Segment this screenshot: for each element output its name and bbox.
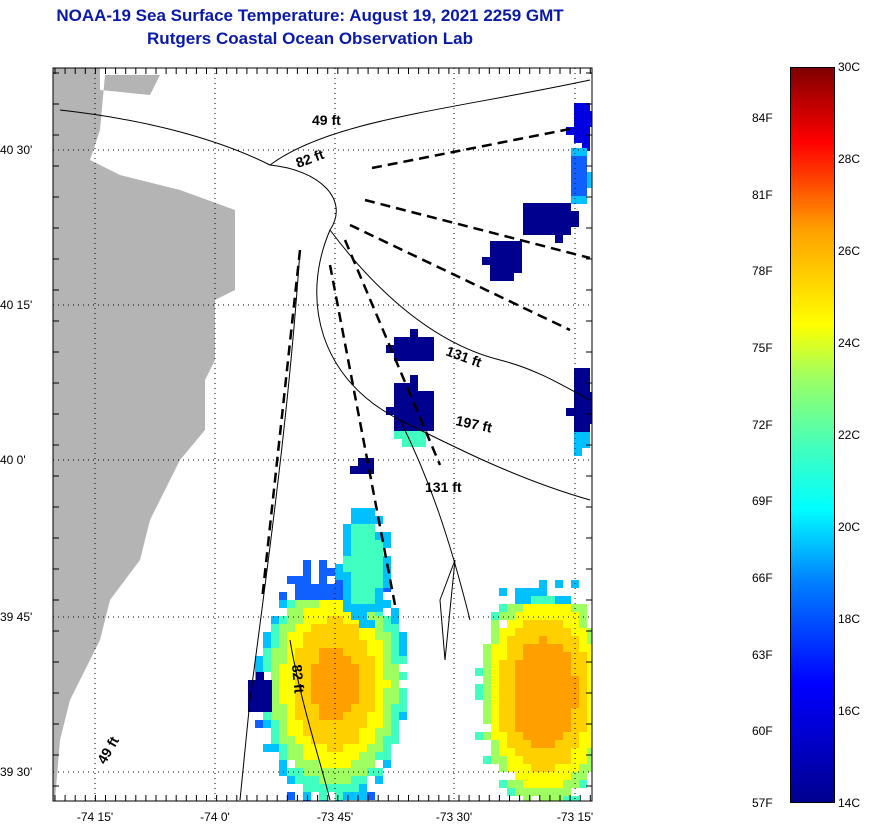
celsius-tick-label: 20C <box>838 520 861 534</box>
celsius-tick-label: 30C <box>838 60 861 74</box>
celsius-tick-label: 18C <box>838 612 861 626</box>
celsius-tick-label: 14C <box>838 796 861 810</box>
contour-label: 49 ft <box>94 733 122 766</box>
celsius-tick-label: 28C <box>838 152 861 166</box>
fahrenheit-tick-label: 57F <box>752 796 773 810</box>
fahrenheit-tick-label: 72F <box>752 417 773 432</box>
lat-tick-label: 39 30' <box>0 765 33 779</box>
celsius-tick-label: 26C <box>838 244 861 258</box>
fahrenheit-tick-label: 60F <box>752 724 773 739</box>
map-title: NOAA-19 Sea Surface Temperature: August … <box>56 6 564 25</box>
lon-tick-label: -73 45' <box>316 810 354 824</box>
fahrenheit-tick-label: 69F <box>752 494 773 509</box>
lon-tick-label: -73 15' <box>556 810 594 824</box>
lon-tick-label: -73 30' <box>435 810 473 824</box>
fahrenheit-tick-label: 78F <box>752 264 773 279</box>
fahrenheit-tick-label: 81F <box>752 187 773 202</box>
celsius-tick-label: 22C <box>838 428 861 442</box>
lat-tick-label: 40 15' <box>0 298 33 312</box>
contour-label: 131 ft <box>425 479 462 495</box>
contour-label: 49 ft <box>312 112 341 128</box>
bathymetry-contours <box>59 79 591 801</box>
map-frame <box>52 67 593 802</box>
land-new-jersey <box>53 68 235 800</box>
contour-label: 197 ft <box>454 412 493 435</box>
map-subtitle: Rutgers Coastal Ocean Observation Lab <box>147 29 473 48</box>
lat-tick-label: 40 30' <box>0 143 33 157</box>
contour-label: 82 ft <box>289 664 307 694</box>
temperature-colorbar <box>790 67 835 803</box>
celsius-tick-label: 16C <box>838 704 861 718</box>
fahrenheit-tick-label: 75F <box>752 341 773 356</box>
fahrenheit-tick-label: 84F <box>752 111 773 126</box>
lon-tick-label: -74 0' <box>200 810 230 824</box>
sst-pixels <box>248 103 592 801</box>
celsius-tick-label: 24C <box>838 336 861 350</box>
dashed-boundaries <box>260 126 591 606</box>
fahrenheit-tick-label: 66F <box>752 571 773 586</box>
lat-tick-label: 40 0' <box>0 453 26 467</box>
lon-tick-label: -74 15' <box>76 810 114 824</box>
lat-tick-label: 39 45' <box>0 610 33 624</box>
fahrenheit-tick-label: 63F <box>752 647 773 662</box>
graticule <box>53 68 592 801</box>
